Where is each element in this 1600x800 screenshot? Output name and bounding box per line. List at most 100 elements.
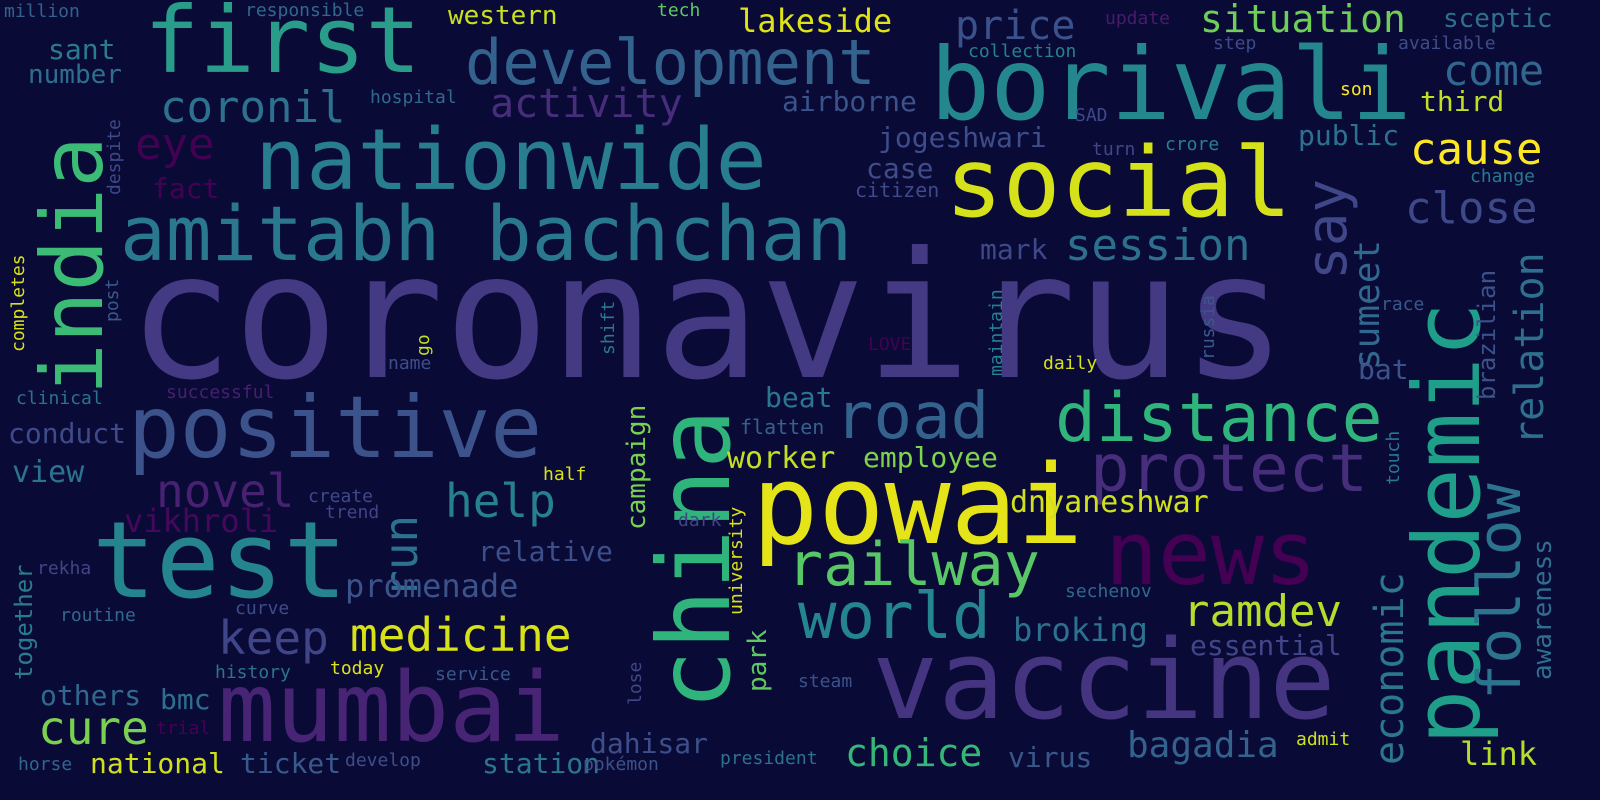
word-maintain: maintain [986,289,1007,376]
word-virus: virus [1008,741,1093,774]
word-coronavirus: coronavirus [128,216,1287,419]
word-follow: follow [1465,483,1535,700]
word-social: social [945,127,1292,239]
word-dnyaneshwar: dnyaneshwar [1010,485,1209,520]
word-protect: protect [1090,430,1369,507]
word-railway: railway [787,530,1040,600]
word-history: history [215,662,291,683]
word-SAD: SAD [1075,105,1108,126]
word-case: case [866,152,934,185]
word-beat: beat [765,381,833,414]
word-touch: touch [1383,430,1404,485]
word-son: son [1340,79,1373,100]
word-daily: daily [1043,353,1098,374]
word-vikhroli: vikhroli [124,502,279,540]
word-available: available [1398,33,1496,54]
word-test: test [92,499,348,622]
word-medicine: medicine [350,608,572,662]
word-million: million [4,1,80,22]
word-president: president [720,748,818,769]
word-despite: despite [104,119,125,195]
word-cure: cure [38,701,149,755]
word-development: development [465,26,876,99]
word-bat: bat [1358,353,1409,386]
word-sant: sant [48,33,116,66]
word-essential: essential [1190,629,1342,662]
word-keep: keep [218,611,329,665]
word-lose: lose [625,661,646,705]
word-ticket: ticket [240,747,342,780]
word-shift: shift [598,300,619,355]
word-close: close [1405,183,1538,234]
word-road: road [835,380,990,454]
word-worker: worker [727,441,836,476]
word-first: first [144,0,421,94]
word-fact: fact [152,172,220,205]
word-lakeside: lakeside [738,2,893,40]
word-flatten: flatten [740,415,825,439]
word-change: change [1470,166,1536,187]
word-sechenov: sechenov [1065,581,1152,602]
word-trial: trial [156,718,211,739]
word-help: help [445,474,556,528]
word-nationwide: nationwide [255,111,767,210]
word-come: come [1443,46,1545,95]
word-bagadia: bagadia [1127,725,1279,766]
word-tech: tech [657,0,701,21]
word-hospital: hospital [370,87,457,108]
word-relative: relative [478,535,613,568]
word-russia: russia [1198,294,1219,360]
word-horse: horse [18,754,73,775]
word-number: number [28,60,122,90]
word-borivali: borivali [930,26,1412,143]
word-routine: routine [60,605,136,626]
word-post: post [102,278,123,322]
word-western: western [448,1,558,31]
word-situation: situation [1200,0,1406,41]
word-together: together [10,564,38,680]
word-powai: powai [752,441,1084,569]
word-responsible: responsible [245,0,365,21]
word-relation: relation [1507,252,1553,445]
word-vaccine: vaccine [872,616,1336,744]
word-distance: distance [1055,379,1383,458]
word-broking: broking [1013,611,1148,649]
word-novel: novel [156,464,295,518]
word-third: third [1420,85,1505,118]
word-eye: eye [135,119,215,170]
word-positive: positive [128,378,543,478]
word-coronil: coronil [160,82,346,133]
word-dahisar: dahisar [590,727,709,760]
word-session: session [1065,220,1251,271]
word-clinical: clinical [16,388,103,409]
word-trend: trend [325,502,380,523]
word-steam: steam [798,671,853,692]
word-LOVE: LOVE [868,334,912,355]
word-economic: economic [1367,572,1413,765]
word-conduct: conduct [8,417,127,450]
word-develop: develop [345,750,421,771]
word-university: university [726,506,747,615]
word-awareness: awareness [1528,539,1558,680]
word-create: create [308,486,374,507]
word-completes: completes [8,254,29,352]
word-news: news [1105,502,1317,605]
word-crore: crore [1165,134,1220,155]
word-name: name [388,353,432,374]
word-pokemon: pokémon [583,754,659,775]
word-station: station [482,747,601,780]
word-jogeshwari: jogeshwari [878,121,1047,154]
word-citizen: citizen [855,178,940,202]
word-collection: collection [968,41,1077,62]
word-bmc: bmc [160,683,211,716]
word-link: link [1460,735,1538,773]
word-choice: choice [845,731,983,775]
word-today: today [330,658,385,679]
word-view: view [12,455,85,490]
word-sceptic: sceptic [1443,4,1553,34]
word-step: step [1213,33,1257,54]
word-curve: curve [235,598,290,619]
word-service: service [435,664,511,685]
word-park: park [743,629,773,692]
